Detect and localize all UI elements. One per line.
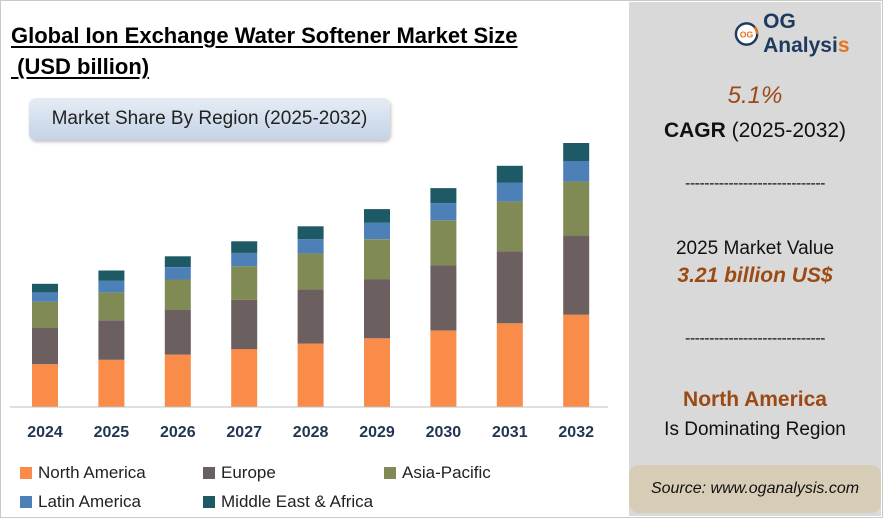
bar-europe-2026	[164, 310, 191, 355]
legend-label-asia-pacific: Asia-Pacific	[402, 463, 491, 482]
dominating-region-text: Is Dominating Region	[664, 419, 846, 440]
bar-middle-east-africa-2028	[297, 226, 324, 240]
x-tick-2026: 2026	[160, 424, 196, 441]
bar-middle-east-africa-2032	[563, 143, 590, 161]
bar-asia-pacific-2031	[496, 201, 523, 252]
og-logo-text-highlight: s	[837, 34, 850, 57]
bar-asia-pacific-2027	[231, 266, 258, 300]
x-tick-labels: 2024 2025 2026 2027 2028 2029 2030 2031 2032	[27, 424, 594, 441]
legend-swatch-mea	[203, 496, 215, 508]
bar-latin-america-2024	[32, 292, 58, 302]
bar-asia-pacific-2024	[32, 301, 58, 328]
legend-swatch-europe	[203, 467, 215, 479]
market-value: 3.21 billion US$	[677, 264, 833, 287]
legend-item-north-america: North America	[20, 463, 146, 483]
legend-item-europe: Europe	[203, 463, 276, 483]
bar-latin-america-2026	[164, 267, 191, 280]
bar-latin-america-2025	[98, 280, 125, 293]
bar-asia-pacific-2028	[297, 253, 324, 290]
legend-item-mea: Middle East & Africa	[203, 492, 373, 512]
bar-latin-america-2032	[563, 161, 590, 182]
legend-item-asia-pacific: Asia-Pacific	[384, 463, 491, 483]
legend-label-latin-america: Latin America	[38, 492, 141, 511]
bar-europe-2027	[231, 299, 258, 350]
x-tick-2030: 2030	[426, 424, 462, 441]
legend: North America Europe Asia-Pacific Latin …	[18, 460, 618, 516]
legend-swatch-north-america	[20, 467, 32, 479]
bar-latin-america-2027	[231, 252, 258, 267]
bar-europe-2024	[32, 327, 58, 365]
legend-item-latin-america: Latin America	[20, 492, 141, 512]
bar-europe-2031	[496, 251, 523, 324]
bar-latin-america-2030	[430, 203, 457, 221]
source-box[interactable]: Source: www.oganalysis.com	[629, 465, 881, 513]
chart-title: Global Ion Exchange Water Softener Marke…	[11, 20, 611, 82]
og-logo-text: OG Analysis	[763, 10, 883, 58]
legend-swatch-latin-america	[20, 496, 32, 508]
bar-middle-east-africa-2024	[32, 283, 58, 293]
bar-north-america-2032	[563, 314, 590, 407]
divider-top: -----------------------------	[684, 175, 826, 192]
x-tick-2029: 2029	[359, 424, 395, 441]
chart-subtitle: Market Share By Region (2025-2032)	[29, 98, 390, 140]
bar-north-america-2030	[430, 330, 457, 407]
bar-middle-east-africa-2025	[98, 270, 125, 281]
bar-asia-pacific-2025	[98, 292, 125, 321]
og-analysis-logo: OG OG Analysis	[734, 10, 883, 58]
info-panel	[629, 2, 881, 516]
x-tick-2027: 2027	[226, 424, 262, 441]
bar-asia-pacific-2030	[430, 220, 457, 266]
bar-europe-2032	[563, 235, 590, 315]
bar-north-america-2024	[32, 364, 58, 407]
cagr-label: CAGR (2025-2032)	[629, 119, 881, 143]
bar-north-america-2026	[164, 354, 191, 407]
bar-europe-2028	[297, 289, 324, 344]
bar-chart: 2024 2025 2026 2027 2028 2029 2030 2031 2032	[10, 143, 608, 441]
bar-asia-pacific-2029	[364, 239, 390, 280]
legend-swatch-asia-pacific	[384, 467, 396, 479]
bar-latin-america-2031	[496, 182, 523, 202]
bar-europe-2025	[98, 320, 125, 360]
x-tick-2025: 2025	[94, 424, 130, 441]
bar-north-america-2027	[231, 349, 258, 407]
bar-latin-america-2028	[297, 239, 324, 254]
cagr-label-period: (2025-2032)	[725, 119, 847, 142]
bar-north-america-2028	[297, 343, 324, 407]
bar-middle-east-africa-2029	[364, 209, 390, 223]
x-tick-2032: 2032	[558, 424, 594, 441]
market-value-label: 2025 Market Value	[675, 238, 835, 259]
bar-europe-2029	[364, 279, 390, 339]
divider-bottom: -----------------------------	[684, 330, 826, 347]
cagr-label-bold: CAGR	[663, 119, 726, 142]
x-tick-2028: 2028	[293, 424, 329, 441]
x-tick-2024: 2024	[27, 424, 63, 441]
legend-label-north-america: North America	[38, 463, 146, 482]
legend-label-mea: Middle East & Africa	[221, 492, 374, 511]
chart-title-line1: Global Ion Exchange Water Softener Marke…	[11, 23, 518, 48]
bar-asia-pacific-2032	[563, 181, 590, 236]
bar-north-america-2031	[496, 323, 523, 407]
bar-middle-east-africa-2027	[231, 241, 258, 253]
bar-latin-america-2029	[364, 222, 390, 240]
bar-north-america-2025	[98, 359, 125, 407]
bar-middle-east-africa-2030	[430, 188, 457, 204]
og-logo-icon: OG	[734, 22, 759, 46]
og-logo-text-main: OG Analysi	[763, 10, 838, 57]
bar-europe-2030	[430, 265, 457, 331]
cagr-value: 5.1%	[727, 82, 783, 109]
og-logo-badge: OG	[740, 29, 754, 39]
legend-label-europe: Europe	[221, 463, 276, 482]
bar-middle-east-africa-2026	[164, 256, 191, 267]
chart-title-line2: (USD billion)	[11, 54, 150, 79]
x-tick-2031: 2031	[492, 424, 528, 441]
bar-middle-east-africa-2031	[496, 165, 523, 183]
dominating-region-name: North America	[683, 388, 827, 411]
bar-north-america-2029	[364, 338, 390, 407]
bar-asia-pacific-2026	[164, 279, 191, 310]
bars-group	[32, 143, 590, 407]
